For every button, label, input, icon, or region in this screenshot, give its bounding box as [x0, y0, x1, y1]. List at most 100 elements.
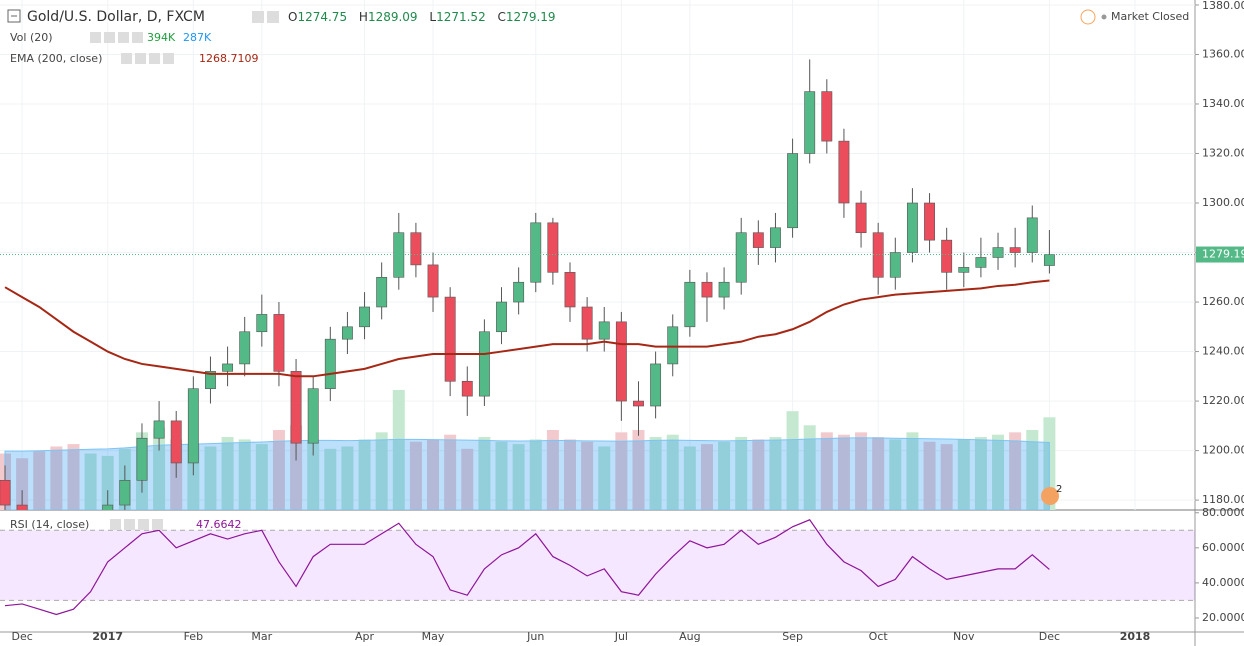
ema-name: EMA (200, close) [10, 52, 102, 65]
rsi-pane [0, 519, 1195, 616]
volume-bar [974, 437, 987, 510]
volume-bar [564, 439, 576, 510]
ohlc-value: 1289.09 [368, 10, 418, 24]
x-tick-label: Apr [355, 630, 375, 643]
candle-body [598, 321, 610, 340]
event-flag[interactable] [1041, 487, 1059, 505]
candle-body [273, 314, 285, 372]
candle-body [701, 281, 713, 298]
volume-bar [392, 390, 405, 510]
x-tick-label: 2018 [1120, 630, 1151, 643]
volume-bar [272, 430, 285, 510]
ohlc-letter: O [288, 10, 297, 24]
candle-body [0, 479, 11, 506]
candle-body [718, 281, 730, 298]
volume-bar [632, 430, 645, 510]
icon[interactable] [124, 519, 135, 530]
volume-bar [33, 451, 46, 510]
candle-body [872, 232, 884, 278]
collapse-icon[interactable] [7, 9, 21, 23]
status-dot [1101, 14, 1107, 20]
ohlc-value: 1274.75 [297, 10, 347, 24]
volume-bar [803, 425, 816, 510]
candle-body [958, 267, 970, 273]
candle-body [359, 306, 370, 328]
icon[interactable] [135, 53, 146, 64]
icon[interactable] [121, 53, 132, 64]
volume-value: 394K [147, 31, 176, 44]
ohlc-value: 1279.19 [506, 10, 556, 24]
symbol: Gold/U.S. Dollar, D, FXCM [27, 9, 205, 25]
icon[interactable] [132, 32, 143, 43]
volume-bar [444, 434, 457, 510]
icon[interactable] [267, 11, 279, 23]
volume-bar [957, 439, 970, 510]
candle-body [376, 276, 388, 308]
candle-body [187, 388, 199, 464]
volume-bar [923, 441, 936, 510]
volume-bar [221, 437, 234, 510]
candle-body [307, 388, 319, 444]
candle-body [444, 296, 456, 382]
market-status: Market Closed [1111, 10, 1189, 23]
toolbar-icons [90, 11, 279, 530]
icon[interactable] [163, 53, 174, 64]
volume-bar [50, 446, 63, 510]
volume-bar [598, 446, 611, 510]
candle-body [496, 301, 507, 333]
volume-bar [872, 437, 885, 510]
candle-body [1026, 217, 1038, 253]
rsi-name: RSI (14, close) [10, 518, 89, 531]
x-tick-label: May [422, 630, 445, 643]
y-tick-label: 1220.00 [1202, 394, 1244, 407]
icon[interactable] [118, 32, 129, 43]
volume-bar [341, 446, 354, 510]
volume-bar [649, 437, 662, 510]
candle-body [256, 314, 268, 333]
x-tick-label: Oct [869, 630, 889, 643]
volume-bar [581, 441, 594, 510]
y-tick-label: 1360.00 [1202, 47, 1244, 60]
axes: 1180.001200.001220.001240.001260.001280.… [11, 0, 1244, 643]
volume-ma-area [4, 437, 1050, 510]
candle-body [821, 91, 833, 142]
volume-bar [820, 432, 833, 510]
volume-bar [512, 444, 525, 510]
candle-body [615, 321, 627, 402]
volume-bar [307, 441, 320, 510]
volume-bar [615, 432, 628, 510]
x-tick-label: Aug [679, 630, 700, 643]
y-tick-label: 1240.00 [1202, 345, 1244, 358]
icon[interactable] [104, 32, 115, 43]
icon[interactable] [252, 11, 264, 23]
volume-bar [187, 444, 200, 510]
y-tick-label: 1260.00 [1202, 295, 1244, 308]
volume-bar [238, 439, 251, 510]
candle-body [684, 281, 696, 328]
x-tick-label: Mar [251, 630, 272, 643]
x-tick-label: Feb [184, 630, 203, 643]
y-tick-label: 1380.00 [1202, 0, 1244, 12]
candle-body [564, 272, 576, 308]
icon[interactable] [149, 53, 160, 64]
x-tick-label: 2017 [92, 630, 123, 643]
x-tick-label: Sep [782, 630, 803, 643]
icon[interactable] [138, 519, 149, 530]
icon[interactable] [110, 519, 121, 530]
volume-bar [375, 432, 388, 510]
candle-body [975, 257, 987, 268]
icon[interactable] [152, 519, 163, 530]
x-tick-label: Nov [953, 630, 975, 643]
icon[interactable] [90, 32, 101, 43]
rsi-band [0, 530, 1195, 601]
candle-body [136, 437, 148, 481]
volume-bar [546, 430, 559, 510]
rsi-value: 47.6642 [196, 518, 242, 531]
candle-body [547, 222, 559, 273]
volume-bar [67, 444, 80, 510]
volume-bar [358, 439, 371, 510]
candle-body [341, 326, 353, 340]
volume-bar [478, 437, 491, 510]
status-icon[interactable] [1080, 9, 1096, 25]
volume-bar [683, 446, 696, 510]
